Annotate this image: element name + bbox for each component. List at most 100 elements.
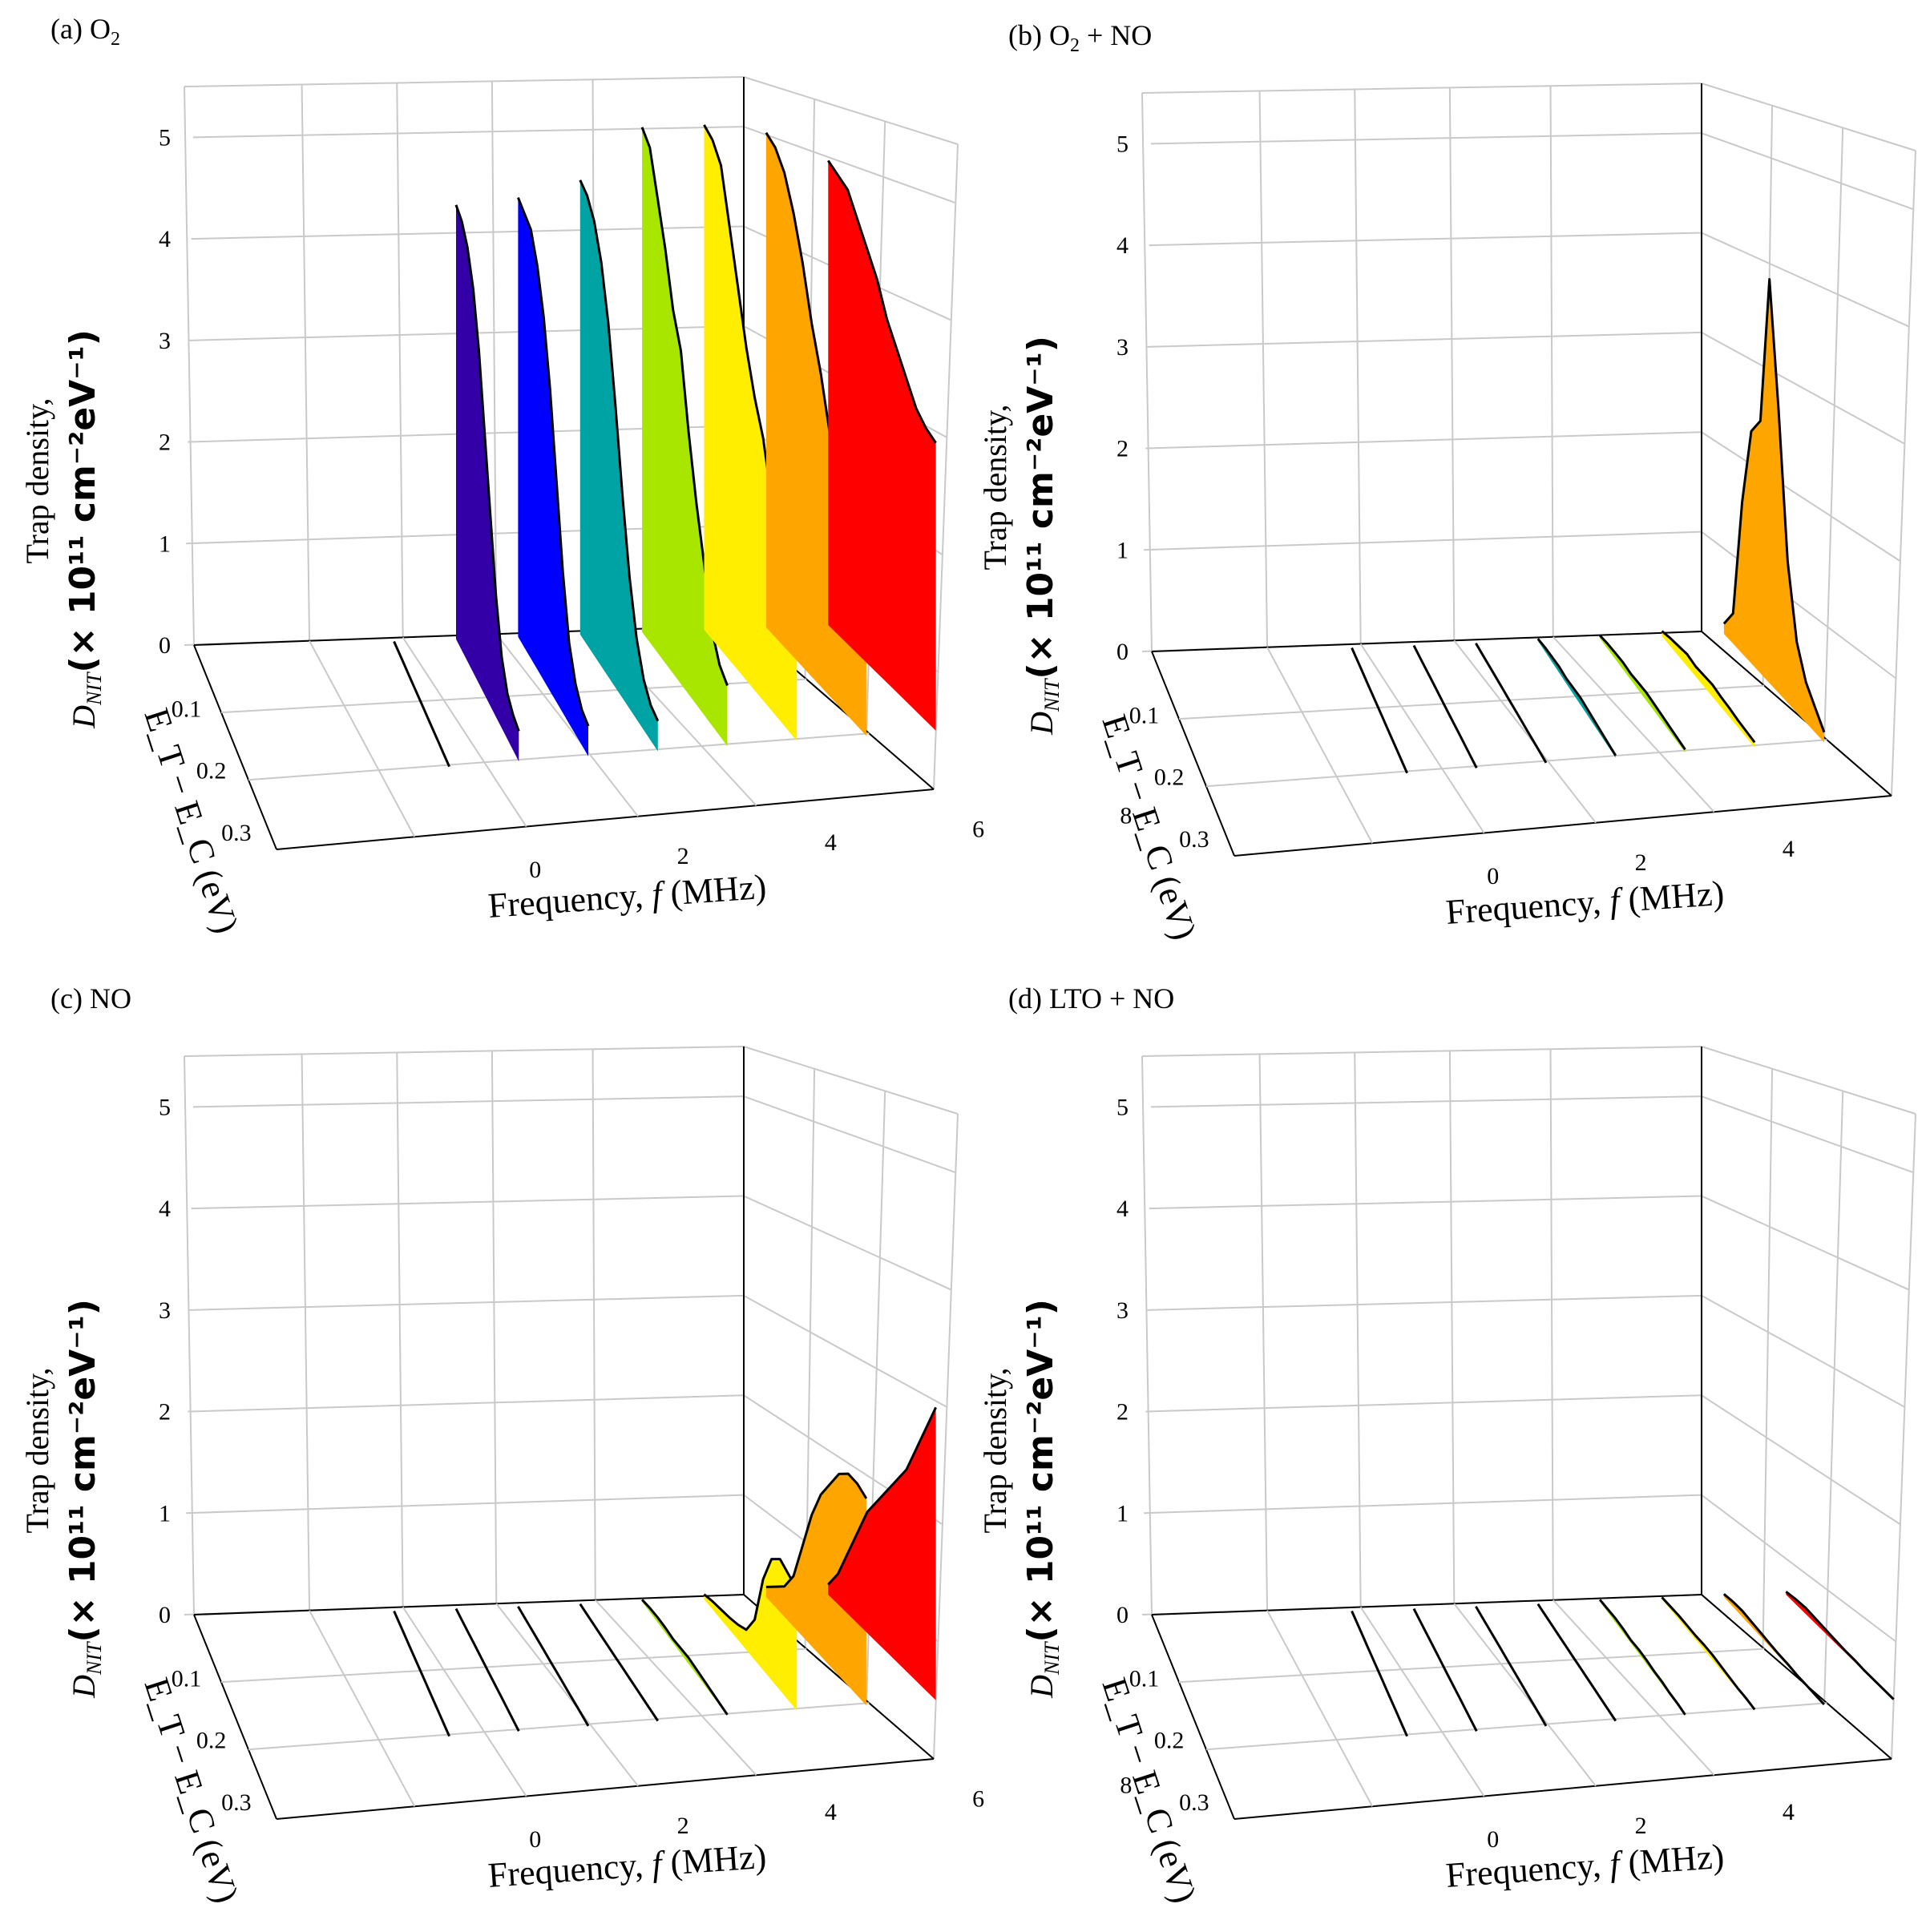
- x-tick-label: 8: [1120, 803, 1132, 829]
- floor-freq-gridline: [1359, 643, 1485, 834]
- y-axis-unit-text: (× 10¹¹ cm⁻²eV⁻¹): [63, 329, 103, 672]
- back-wall-vertical: [592, 1049, 596, 1600]
- depth-tick-label: 0.3: [221, 1789, 252, 1816]
- z-tick-label: 3: [1116, 334, 1129, 361]
- floor-front-edge: [276, 789, 935, 850]
- x-axis-title-text: Frequency,: [1444, 881, 1611, 932]
- z-gridline: [1149, 232, 1702, 247]
- floor-depth-gridline: [1205, 739, 1827, 788]
- y-axis-title-group: Trap density,DNIT(× 10¹¹ cm⁻²eV⁻¹): [19, 1299, 106, 1699]
- x-tick-label: 6: [972, 1785, 984, 1812]
- floor-front-edge: [1234, 1758, 1892, 1820]
- floor-right-edge: [1701, 631, 1892, 797]
- floor-freq-gridline: [1552, 1599, 1715, 1776]
- back-wall-vertical: [1354, 1052, 1362, 1607]
- x-axis-title-text: Frequency,: [487, 875, 653, 926]
- z-gridline: [1145, 431, 1702, 450]
- depth-ticks: 0.1 0.2 0.3: [172, 1665, 252, 1816]
- floor-freq-gridline: [495, 1603, 639, 1787]
- z-gridline: [1150, 1095, 1702, 1108]
- z-gridline: [192, 126, 745, 139]
- z-gridline: [1147, 331, 1702, 348]
- depth-tick-label: 0.2: [196, 1728, 227, 1754]
- z-ticks: 0 1 2 3 4 5: [159, 124, 171, 659]
- side-z-gridline: [1701, 1195, 1910, 1291]
- depth-tick-label: 0.3: [221, 820, 252, 846]
- z-gridline: [192, 1095, 745, 1108]
- side-wall-vertical: [1823, 1091, 1844, 1704]
- floor-depth-gridline: [248, 1702, 870, 1751]
- y-axis-title-group: Trap density,DNIT(× 10¹¹ cm⁻²eV⁻¹): [977, 1299, 1064, 1699]
- z-tick-label: 5: [1116, 1094, 1129, 1120]
- floor-back-edge: [1151, 631, 1702, 652]
- ribbon-series-outline: [454, 1607, 520, 1732]
- ribbons: [1351, 278, 1826, 774]
- floor-grid: [1151, 1594, 1892, 1820]
- floor-freq-gridline: [1266, 1610, 1374, 1807]
- z-tick-label: 3: [159, 1297, 171, 1324]
- side-z-gridline: [1701, 1394, 1901, 1526]
- z-tick-label: 4: [1116, 232, 1129, 259]
- side-wall-vertical: [1823, 127, 1844, 740]
- ribbon-series-outline: [1351, 647, 1408, 774]
- floor-front-edge: [1234, 795, 1892, 857]
- wall-top-edge: [184, 76, 745, 87]
- floor-left-edge: [1151, 1614, 1235, 1820]
- ribbon-series-outline: [1412, 1607, 1478, 1732]
- panel-title-sub: 2: [111, 29, 120, 50]
- ribbon-series: [642, 1599, 728, 1716]
- side-z-gridline: [1701, 530, 1897, 680]
- x-tick-label: 0: [529, 857, 541, 883]
- floor-left-edge: [193, 644, 277, 850]
- side-z-gridline: [743, 1095, 956, 1174]
- ribbon-series-outline: [827, 159, 937, 444]
- ribbon-series: [1537, 639, 1616, 758]
- side-wall-grid: [1701, 1046, 1916, 1760]
- depth-tick-label: 0.1: [1129, 1665, 1160, 1692]
- back-wall-vertical: [1549, 86, 1554, 637]
- ribbon-series-outline: [1598, 1599, 1686, 1716]
- floor-left-edge: [193, 1614, 277, 1820]
- floor-depth-gridline: [1205, 1702, 1827, 1751]
- ribbon-series-outline: [579, 179, 660, 722]
- ribbon-series-outline: [517, 1605, 590, 1727]
- back-wall-vertical: [1448, 1051, 1456, 1604]
- y-axis-unit-text: (× 10¹¹ cm⁻²eV⁻¹): [63, 1299, 103, 1642]
- ribbon-series: [518, 197, 588, 756]
- side-z-gridline: [743, 1195, 952, 1291]
- floor-back-edge: [193, 1594, 745, 1615]
- ribbon-series-outline: [393, 640, 450, 768]
- ribbon-series-outline: [1475, 1605, 1548, 1727]
- x-axis-title-unit: (MHz): [660, 1837, 768, 1883]
- y-axis-unit-text: (× 10¹¹ cm⁻²eV⁻¹): [1020, 336, 1061, 679]
- z-tick-label: 1: [159, 530, 171, 557]
- z-tick-label: 0: [159, 632, 171, 659]
- x-tick-label: 0: [529, 1826, 541, 1853]
- y-axis-title: Trap density,: [977, 1367, 1013, 1533]
- ribbon-series-outline: [1661, 630, 1756, 744]
- floor-right-edge: [1701, 1594, 1892, 1760]
- ribbon-series-outline: [1785, 1591, 1895, 1700]
- wall-top-edge: [184, 1046, 745, 1057]
- ribbons: [393, 1406, 937, 1737]
- back-wall-vertical: [491, 81, 498, 635]
- y-axis-title: Trap density,: [19, 1367, 55, 1533]
- floor-back-edge: [1151, 1594, 1702, 1615]
- z-tick-label: 4: [159, 226, 171, 252]
- panel-title-sub: 2: [1070, 35, 1080, 56]
- back-wall-vertical: [184, 86, 195, 646]
- x-tick-label: 8: [1120, 1773, 1132, 1799]
- side-wall-vertical: [1762, 1068, 1774, 1649]
- side-wall-top: [1701, 1046, 1916, 1115]
- x-axis-title: Frequency, f (MHz): [1444, 1837, 1725, 1895]
- back-wall-grid: [1141, 83, 1702, 652]
- z-gridline: [1150, 132, 1702, 145]
- depth-ticks: 0.1 0.2 0.3: [1129, 702, 1209, 853]
- x-tick-label: 4: [825, 829, 837, 856]
- depth-tick-label: 0.1: [1129, 702, 1160, 728]
- floor-freq-gridline: [309, 1610, 416, 1807]
